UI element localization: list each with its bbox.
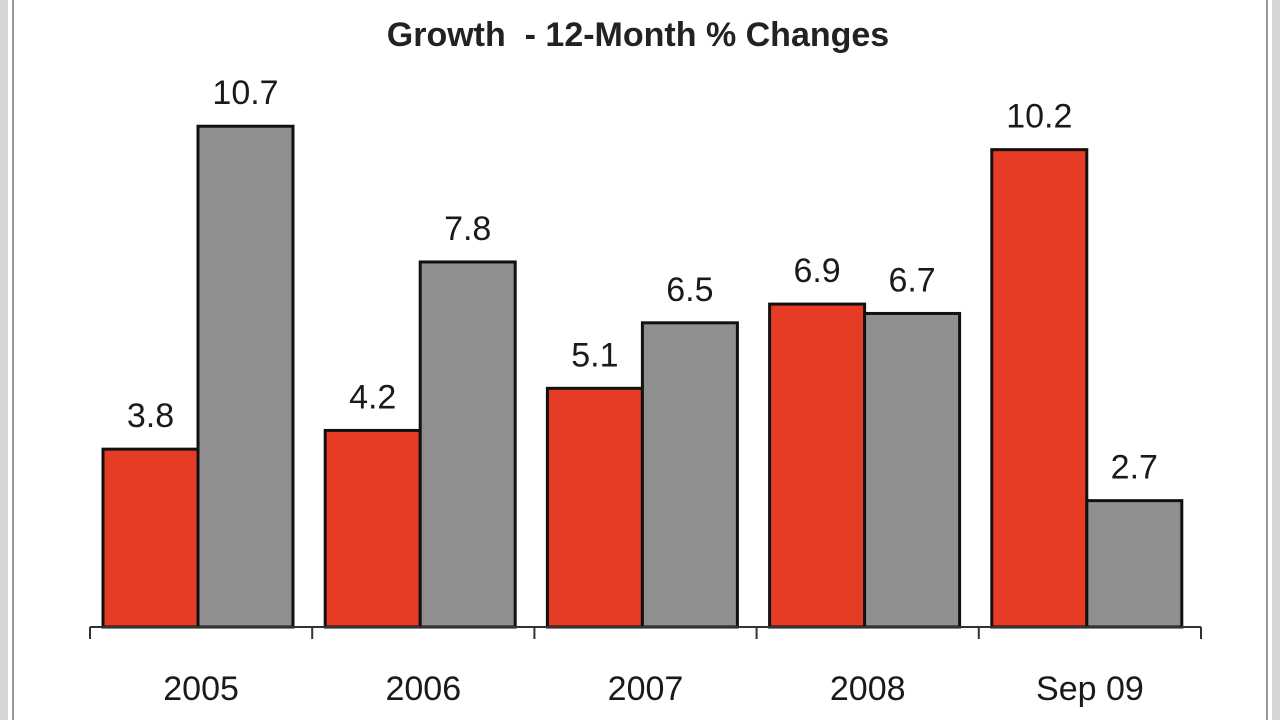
data-label-2007-series-1: 5.1 (571, 336, 618, 374)
bar-sep-09-series-2 (1085, 499, 1184, 629)
data-label-sep-09-series-1: 10.2 (1006, 98, 1072, 136)
bar-2008-series-1 (768, 302, 867, 629)
data-label-2005-series-2: 10.7 (212, 74, 278, 112)
bar-2007-series-2 (640, 321, 739, 629)
data-label-2006-series-1: 4.2 (349, 378, 396, 416)
category-label-2006: 2006 (385, 670, 461, 708)
bar-2005-series-2 (196, 124, 295, 629)
bar-2008-series-2 (863, 311, 962, 629)
bar-2006-series-2 (418, 260, 517, 629)
data-label-2006-series-2: 7.8 (444, 210, 491, 248)
category-labels-group: 2005 2006 2007 2008 Sep 09 (163, 670, 1144, 708)
category-label-2005: 2005 (163, 670, 239, 708)
bars-group (101, 124, 1184, 629)
category-label-2007: 2007 (608, 670, 684, 708)
data-label-2008-series-1: 6.9 (793, 252, 840, 290)
x-axis (89, 626, 1202, 639)
bar-2007-series-1 (545, 386, 644, 629)
data-label-sep-09-series-2: 2.7 (1111, 449, 1158, 487)
bar-sep-09-series-1 (990, 148, 1089, 629)
data-label-2005-series-1: 3.8 (127, 397, 174, 435)
value-labels-group: 3.8 10.7 4.2 7.8 5.1 6.5 6.9 6.7 10.2 2.7 (127, 74, 1158, 486)
bar-2005-series-1 (101, 447, 200, 629)
chart-title: Growth - 12-Month % Changes (387, 16, 889, 54)
category-label-sep-09: Sep 09 (1036, 670, 1144, 708)
data-label-2007-series-2: 6.5 (666, 271, 713, 309)
data-label-2008-series-2: 6.7 (888, 261, 935, 299)
bar-2006-series-1 (323, 428, 422, 629)
category-label-2008: 2008 (830, 670, 906, 708)
